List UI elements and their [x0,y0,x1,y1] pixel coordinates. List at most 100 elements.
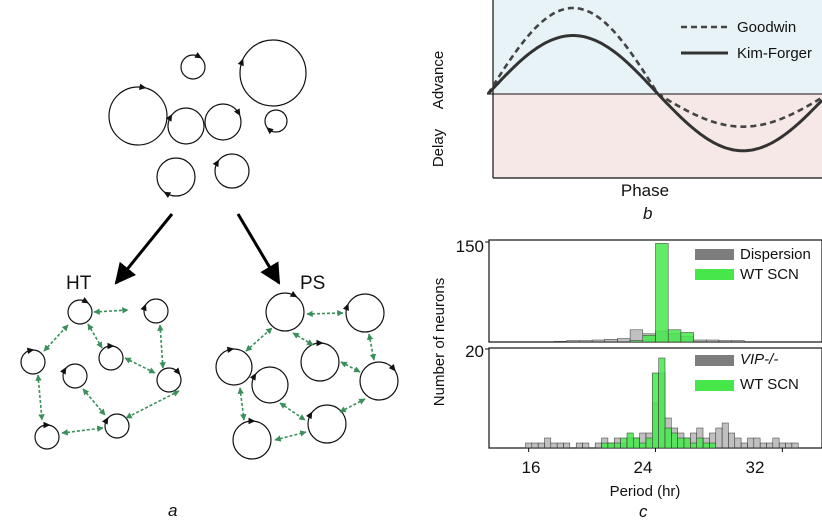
oscillator-direction-arrow [194,52,203,59]
legend-dispersion-swatch [695,249,734,260]
oscillator-circle [359,361,399,401]
oscillator-direction-arrow [316,339,324,347]
coupling-arrow [124,357,156,374]
legend-wtscn-top-swatch [695,269,734,280]
oscillator-circle [239,39,307,107]
coupling-arrow [237,387,247,421]
c-bottom-bar-vip- [747,437,755,449]
xtick-32: 32 [746,458,765,477]
delay-region [493,94,822,178]
oscillator-circle [251,366,289,404]
coupling-arrow [93,307,129,315]
c-bottom-bar-wt-scn [683,437,691,449]
c-bottom-bar-vip- [715,427,723,449]
c-bottom-bar-vip- [525,442,533,449]
c-bottom-bar-vip- [531,442,539,449]
phase-xlabel: Phase [621,181,669,200]
prc-chart [486,0,822,179]
ps-label: PS [300,273,325,294]
c-top-bar-wt-scn [642,334,656,343]
oscillator-direction-arrow [43,421,51,429]
c-bottom-bar-vip- [575,442,583,449]
oscillator-circle [307,404,347,444]
oscillator-direction-arrow [102,416,109,425]
oscillator-direction-arrow [248,417,256,425]
oscillator-direction-arrow [81,297,90,304]
oscillator-circle [62,363,88,389]
ht-arrow [114,213,174,285]
oscillator-circle [204,103,242,141]
oscillator-circle [104,413,130,439]
legend-goodwin-label: Goodwin [737,19,796,36]
c-top-bar-wt-scn [629,340,644,343]
caption-c: c [639,502,648,521]
coupling-arrow [245,327,273,352]
caption-a: a [168,501,177,520]
oscillator-circle [232,420,272,460]
c-top-bar-wt-scn [655,243,669,343]
legend-wtscn-bottom-swatch [695,380,734,391]
coupling-arrow [279,402,306,421]
xtick-16: 16 [522,458,541,477]
series-line-kim-forger [486,34,822,153]
coupling-arrow [366,333,377,361]
oscillator-circle [214,153,250,189]
oscillator-circle [67,299,93,325]
oscillator-circle [265,292,305,332]
c-top-bar-dispersion [629,329,644,343]
ytick-150: 150 [456,237,484,256]
c-bottom-bar-wt-scn [671,432,678,449]
c-bottom-bar-wt-scn [690,442,697,449]
period-histograms [485,239,822,452]
c-bottom-bar-vip- [721,422,729,449]
oscillator-direction-arrow [165,113,173,122]
oscillator-direction-arrow [266,127,274,135]
c-top-bar-dispersion [591,339,606,343]
c-bottom-bar-vip- [778,442,786,449]
oscillator-circle [300,342,340,382]
oscillator-direction-arrow [60,366,67,375]
oscillator-direction-arrow [237,58,244,67]
oscillator-direction-arrow [388,364,396,372]
c-bottom-bar-wt-scn [601,442,609,449]
legend-kimforger-label: Kim-Forger [737,45,812,62]
coupling-arrow [43,324,69,352]
c-bottom-bar-vip- [759,442,767,449]
oscillator-circle [156,157,196,197]
oscillator-direction-arrow [289,291,298,298]
c-top-bar-dispersion [604,339,618,343]
ytick-20: 20 [465,342,484,361]
c-top-bar-dispersion [705,339,720,343]
coupling-arrow [340,361,361,373]
coupling-arrow [274,430,307,442]
c-top-bar-wt-scn [680,332,694,343]
c-bottom-bar-vip- [537,442,545,449]
oscillator-circle [143,298,169,324]
ht-label: HT [66,273,92,294]
oscillator-direction-arrow [173,367,181,375]
c-bottom-bar-vip- [563,442,571,449]
coupling-arrow [61,425,104,436]
oscillator-direction-arrow [306,411,313,420]
legend-vip-swatch [695,355,734,366]
c-bottom-bar-wt-scn [652,372,659,449]
caption-b: b [643,204,652,223]
c-bottom-bar-vip- [734,437,742,449]
c-bottom-bar-wt-scn [645,437,653,449]
oscillator-circle [20,349,46,375]
c-top-bar-dispersion [579,340,593,343]
c-bottom-bar-vip- [582,442,590,449]
oscillator-circle [264,109,288,133]
c-bottom-bar-vip- [772,437,780,449]
c-bottom-bar-vip- [728,432,735,449]
c-bottom-bar-wt-scn [614,442,621,449]
c-bottom-bar-vip- [594,442,602,449]
c-bottom-bar-wt-scn [639,442,647,449]
oscillator-direction-arrow [139,83,147,90]
c-bottom-bar-wt-scn [677,437,685,449]
oscillator-direction-arrow [107,342,115,350]
c-top-bar-dispersion [731,340,745,343]
oscillator-direction-arrow [226,346,235,354]
oscillator-circle [167,107,205,145]
legend-dispersion-label: Dispersion [740,246,811,263]
